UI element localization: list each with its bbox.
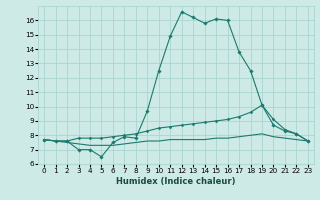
X-axis label: Humidex (Indice chaleur): Humidex (Indice chaleur) <box>116 177 236 186</box>
